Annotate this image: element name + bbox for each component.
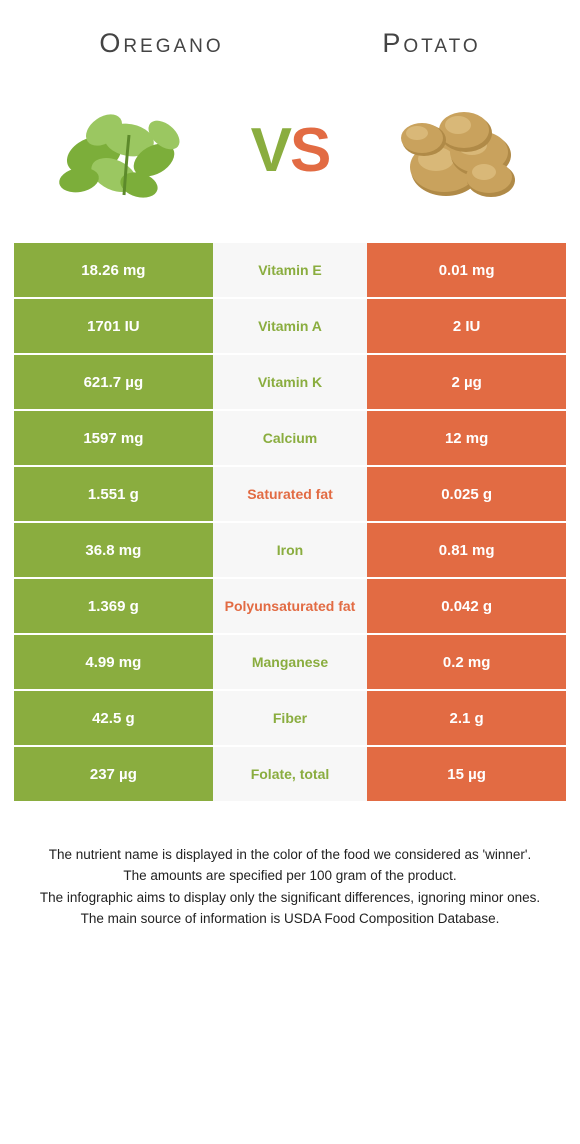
table-row: 237 µgFolate, total15 µg bbox=[14, 747, 566, 801]
nutrient-name-cell: Polyunsaturated fat bbox=[213, 579, 368, 633]
right-value-cell: 0.2 mg bbox=[367, 635, 566, 689]
left-food-title: Oregano bbox=[99, 28, 223, 59]
left-value-cell: 621.7 µg bbox=[14, 355, 213, 409]
left-value-cell: 4.99 mg bbox=[14, 635, 213, 689]
table-row: 18.26 mgVitamin E0.01 mg bbox=[14, 243, 566, 297]
right-value-cell: 2 µg bbox=[367, 355, 566, 409]
right-value-cell: 2.1 g bbox=[367, 691, 566, 745]
right-value-cell: 0.025 g bbox=[367, 467, 566, 521]
nutrient-name-cell: Iron bbox=[213, 523, 368, 577]
header-titles: Oregano Potato bbox=[0, 0, 580, 73]
nutrient-name-cell: Vitamin E bbox=[213, 243, 368, 297]
right-value-cell: 0.042 g bbox=[367, 579, 566, 633]
images-row: VS bbox=[0, 73, 580, 243]
right-value-cell: 0.81 mg bbox=[367, 523, 566, 577]
table-row: 1597 mgCalcium12 mg bbox=[14, 411, 566, 465]
right-value-cell: 2 IU bbox=[367, 299, 566, 353]
left-value-cell: 36.8 mg bbox=[14, 523, 213, 577]
left-value-cell: 18.26 mg bbox=[14, 243, 213, 297]
left-value-cell: 1.369 g bbox=[14, 579, 213, 633]
left-value-cell: 1.551 g bbox=[14, 467, 213, 521]
nutrient-name-cell: Calcium bbox=[213, 411, 368, 465]
nutrient-name-cell: Vitamin K bbox=[213, 355, 368, 409]
potato-image bbox=[376, 85, 536, 215]
left-value-cell: 1597 mg bbox=[14, 411, 213, 465]
footer-notes: The nutrient name is displayed in the co… bbox=[0, 845, 580, 929]
left-value-cell: 1701 IU bbox=[14, 299, 213, 353]
nutrient-comparison-table: 18.26 mgVitamin E0.01 mg1701 IUVitamin A… bbox=[14, 243, 566, 801]
right-value-cell: 12 mg bbox=[367, 411, 566, 465]
nutrient-name-cell: Folate, total bbox=[213, 747, 368, 801]
table-row: 1.369 gPolyunsaturated fat0.042 g bbox=[14, 579, 566, 633]
table-row: 4.99 mgManganese0.2 mg bbox=[14, 635, 566, 689]
vs-v: V bbox=[251, 116, 290, 185]
table-row: 1.551 gSaturated fat0.025 g bbox=[14, 467, 566, 521]
footer-line-2: The amounts are specified per 100 gram o… bbox=[30, 866, 550, 886]
table-row: 36.8 mgIron0.81 mg bbox=[14, 523, 566, 577]
right-value-cell: 15 µg bbox=[367, 747, 566, 801]
footer-line-3: The infographic aims to display only the… bbox=[30, 888, 550, 908]
nutrient-name-cell: Manganese bbox=[213, 635, 368, 689]
nutrient-name-cell: Fiber bbox=[213, 691, 368, 745]
right-value-cell: 0.01 mg bbox=[367, 243, 566, 297]
nutrient-name-cell: Saturated fat bbox=[213, 467, 368, 521]
left-value-cell: 237 µg bbox=[14, 747, 213, 801]
oregano-image bbox=[44, 85, 204, 215]
nutrient-name-cell: Vitamin A bbox=[213, 299, 368, 353]
vs-s: S bbox=[290, 116, 329, 185]
table-row: 42.5 gFiber2.1 g bbox=[14, 691, 566, 745]
table-row: 1701 IUVitamin A2 IU bbox=[14, 299, 566, 353]
footer-line-4: The main source of information is USDA F… bbox=[30, 909, 550, 929]
right-food-title: Potato bbox=[382, 28, 480, 59]
vs-label: VS bbox=[251, 115, 330, 186]
left-value-cell: 42.5 g bbox=[14, 691, 213, 745]
footer-line-1: The nutrient name is displayed in the co… bbox=[30, 845, 550, 865]
table-row: 621.7 µgVitamin K2 µg bbox=[14, 355, 566, 409]
